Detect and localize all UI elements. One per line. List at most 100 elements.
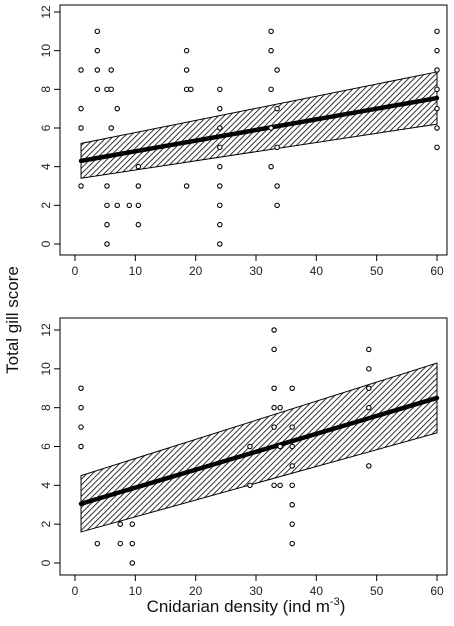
data-point — [117, 540, 124, 547]
data-point — [271, 424, 277, 430]
y-tick-label: 6 — [39, 443, 53, 450]
y-axis-title: Total gill score — [3, 266, 22, 374]
y-tick-label: 8 — [39, 404, 53, 411]
data-point — [434, 86, 440, 93]
x-tick-label: 60 — [430, 584, 444, 598]
x-tick-label: 40 — [310, 264, 324, 278]
x-tick-label: 30 — [249, 584, 263, 598]
data-point — [274, 105, 280, 112]
data-point — [289, 463, 295, 469]
data-point — [217, 86, 223, 93]
data-point — [289, 501, 295, 508]
plot-frame — [59, 4, 448, 256]
top-panel: 0 10 20 30 40 50 60 0 2 4 6 8 10 12 — [39, 4, 448, 278]
data-point — [94, 67, 101, 73]
data-point — [277, 404, 283, 411]
data-point — [78, 125, 84, 131]
data-point — [78, 105, 84, 112]
regression-line — [78, 95, 440, 164]
data-point — [289, 540, 295, 547]
data-point — [366, 346, 372, 353]
data-point — [78, 404, 84, 411]
data-point — [434, 105, 440, 112]
data-point — [217, 125, 223, 131]
data-point — [366, 385, 372, 391]
regression-line — [78, 395, 440, 507]
y-tick-label: 4 — [39, 163, 53, 170]
y-tick-label: 12 — [39, 5, 53, 19]
y-tick-label: 2 — [39, 521, 53, 528]
data-point — [274, 144, 280, 151]
data-point — [129, 540, 136, 547]
data-point — [289, 521, 295, 527]
data-point — [104, 241, 110, 247]
data-point — [94, 28, 101, 35]
data-point — [366, 463, 372, 469]
confidence-band — [80, 362, 438, 533]
y-tick-label: 2 — [39, 202, 53, 209]
y-tick-label: 0 — [39, 559, 53, 566]
x-tick-label: 0 — [72, 264, 79, 278]
x-tick-label: 0 — [72, 584, 79, 598]
x-axis-title-main: Cnidarian density (ind m — [147, 597, 330, 616]
data-point — [108, 67, 114, 73]
data-point — [183, 67, 190, 73]
data-point — [268, 125, 274, 131]
bottom-panel: 0 10 20 30 40 50 60 0 2 4 6 8 10 12 — [39, 317, 448, 598]
data-point — [366, 366, 372, 372]
data-point — [289, 482, 295, 489]
data-point — [94, 540, 101, 547]
confidence-band — [80, 71, 438, 179]
data-point — [217, 221, 223, 228]
data-point — [104, 183, 110, 189]
data-point — [277, 482, 283, 489]
data-point — [271, 327, 277, 333]
data-point — [217, 105, 223, 112]
data-point — [217, 202, 223, 209]
x-tick-label: 50 — [370, 264, 384, 278]
data-point — [274, 67, 280, 73]
data-point — [94, 47, 101, 54]
data-point — [188, 86, 194, 93]
data-point — [268, 28, 274, 35]
data-point — [126, 202, 133, 209]
data-point — [104, 221, 110, 228]
x-tick-label: 40 — [310, 584, 324, 598]
x-tick-label: 10 — [129, 584, 143, 598]
data-point — [247, 482, 253, 489]
data-point — [114, 105, 120, 112]
y-tick-label: 6 — [39, 124, 53, 131]
x-tick-label: 20 — [189, 584, 203, 598]
y-tick-label: 10 — [39, 44, 53, 58]
data-point — [183, 183, 190, 189]
data-point — [129, 521, 136, 527]
x-axis-title-superscript: -3 — [330, 596, 340, 608]
data-point — [271, 346, 277, 353]
data-point — [78, 443, 84, 450]
data-point — [217, 163, 223, 170]
data-point — [183, 47, 190, 54]
y-tick-label: 12 — [39, 323, 53, 337]
data-point — [274, 183, 280, 189]
data-point — [289, 385, 295, 391]
data-point — [434, 47, 440, 54]
data-point — [268, 163, 274, 170]
x-tick-label: 10 — [129, 264, 143, 278]
data-point — [434, 125, 440, 131]
x-tick-label: 60 — [430, 264, 444, 278]
y-tick-label: 10 — [39, 362, 53, 376]
data-point — [78, 183, 84, 189]
data-point — [117, 521, 124, 527]
data-point — [135, 163, 142, 170]
data-point — [78, 385, 84, 391]
data-point — [434, 28, 440, 35]
data-point — [271, 482, 277, 489]
data-point — [366, 404, 372, 411]
x-tick-label: 30 — [249, 264, 263, 278]
y-tick-label: 4 — [39, 482, 53, 489]
data-point — [268, 86, 274, 93]
data-point — [271, 404, 277, 411]
data-point — [217, 144, 223, 151]
data-point — [277, 443, 283, 450]
